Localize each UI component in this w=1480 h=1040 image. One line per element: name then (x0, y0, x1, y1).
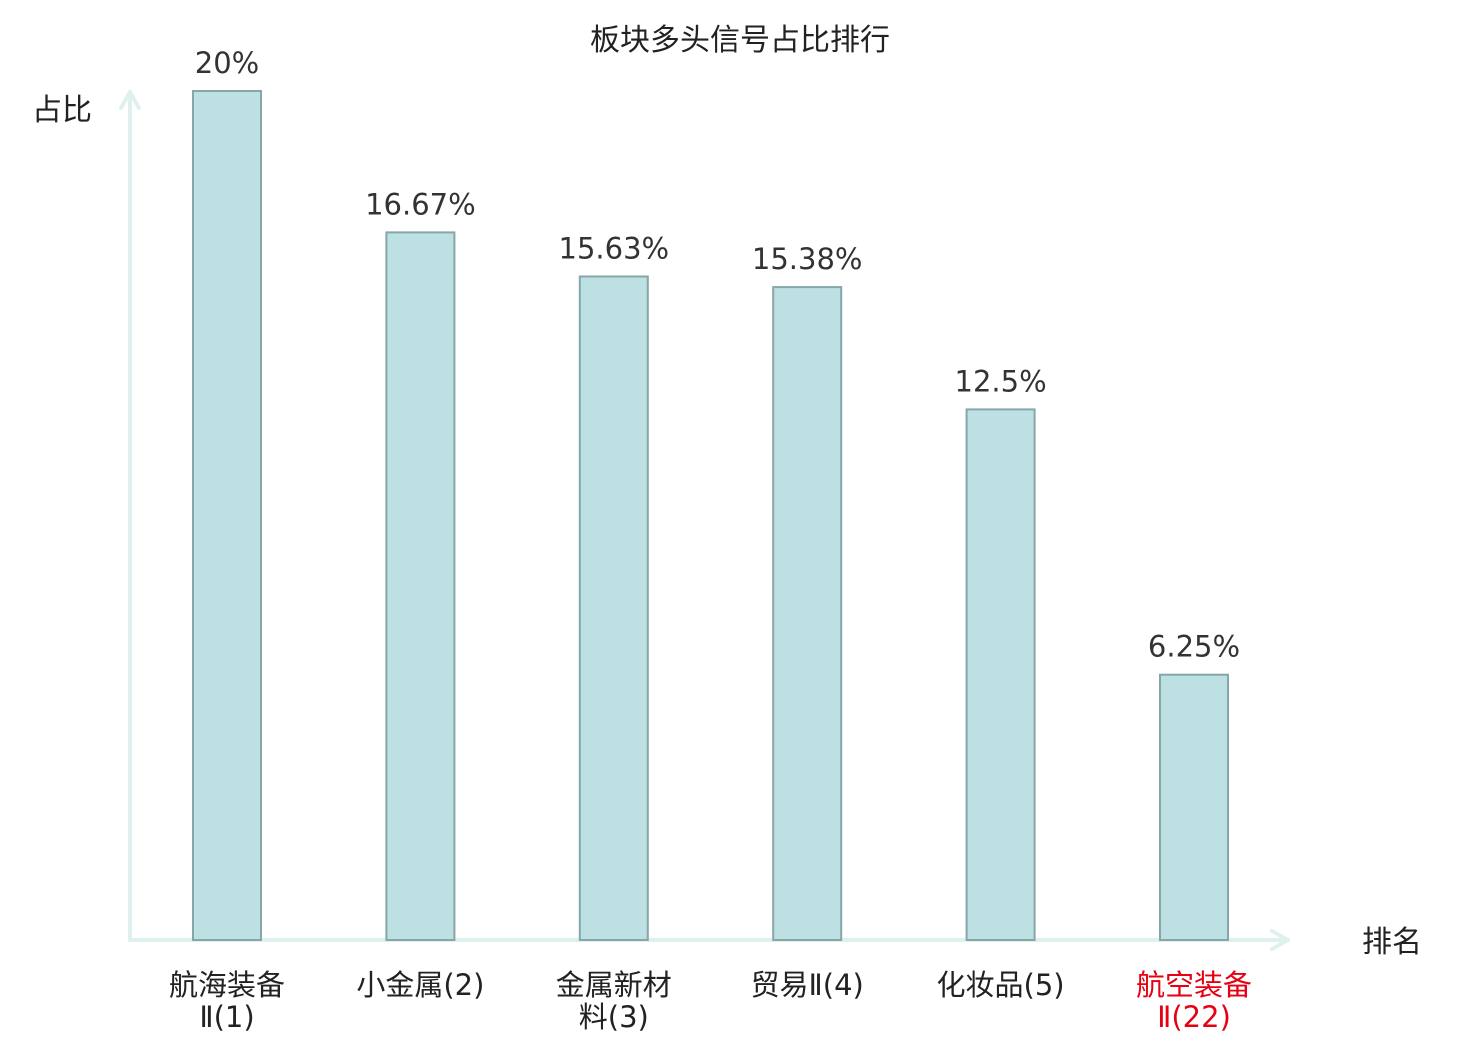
chart-title: 板块多头信号占比排行 (590, 23, 890, 58)
bar (1159, 673, 1229, 941)
category-label: 航海装备 (169, 968, 285, 1002)
category-label: 小金属(2) (356, 968, 484, 1002)
x-axis-label: 排名 (1362, 925, 1422, 960)
value-label: 12.5% (955, 364, 1047, 398)
category-label: Ⅱ(22) (1157, 1000, 1231, 1034)
y-axis-arrow (119, 90, 141, 110)
bar (772, 286, 843, 942)
category-label: 化妆品(5) (937, 968, 1065, 1002)
value-label: 20% (195, 46, 259, 80)
bars-group (192, 90, 1229, 942)
bar (192, 90, 262, 941)
category-label: 航空装备 (1136, 968, 1252, 1002)
axes (119, 90, 1290, 951)
bar (578, 275, 649, 941)
value-labels-group: 20% 16.67% 15.63% 15.38% 12.5% 6.25% (195, 46, 1240, 664)
value-label: 16.67% (365, 187, 476, 221)
category-label: 金属新材 (556, 968, 672, 1002)
category-label: 贸易Ⅱ(4) (751, 968, 864, 1002)
value-label: 15.63% (559, 232, 670, 266)
value-label: 15.38% (752, 242, 863, 276)
x-axis-arrow (1270, 929, 1290, 951)
category-label: Ⅱ(1) (199, 1000, 254, 1034)
y-axis-label: 占比 (32, 93, 92, 128)
category-label: 料(3) (579, 1000, 649, 1034)
value-label: 6.25% (1148, 630, 1240, 664)
bar (965, 408, 1036, 941)
bar (385, 231, 456, 941)
